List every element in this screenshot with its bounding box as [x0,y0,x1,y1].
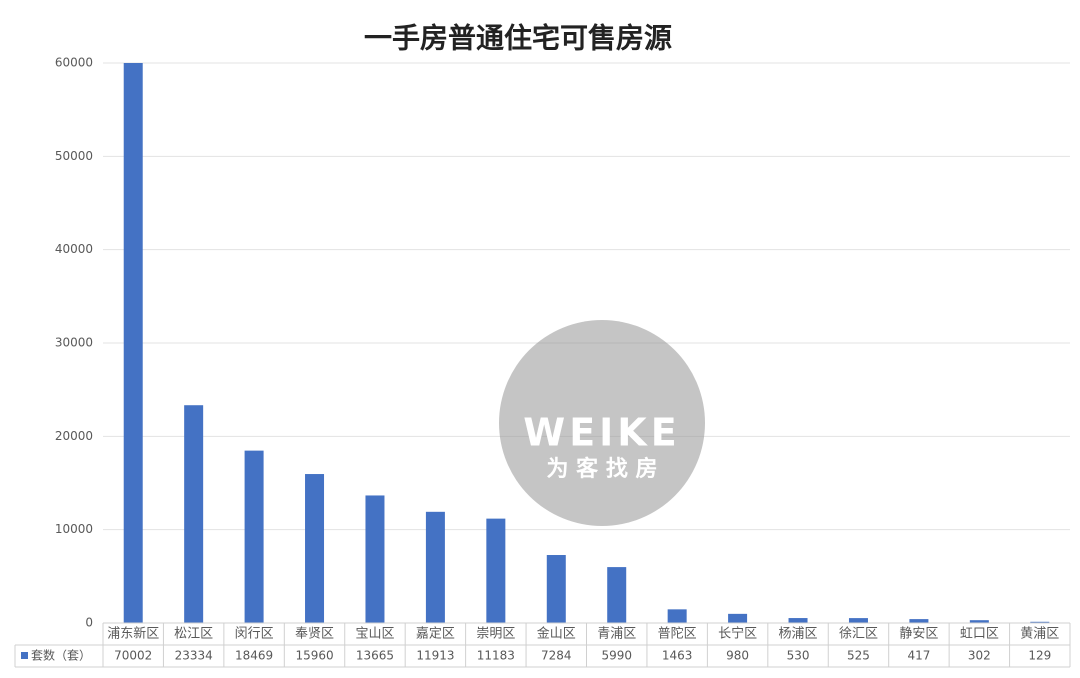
table-value: 15960 [295,649,333,663]
legend-label: 套数（套） [31,648,91,663]
y-tick-label: 30000 [55,336,93,350]
bar [184,405,204,623]
x-tick-label: 宝山区 [355,627,394,642]
x-tick-label: 黄浦区 [1020,627,1059,642]
y-tick-label: 50000 [55,149,93,163]
table-value: 5990 [601,649,632,663]
bar [425,511,445,623]
x-tick-label: 松江区 [174,627,213,642]
table-value: 7284 [541,649,572,663]
bars [123,63,1050,623]
table-value: 18469 [235,649,273,663]
bar [848,618,868,623]
bar [546,555,566,623]
table-value: 23334 [175,649,213,663]
table-value: 417 [907,649,930,663]
x-tick-label: 奉贤区 [295,627,334,642]
x-tick-label: 普陀区 [658,626,697,642]
x-tick-label: 虹口区 [960,627,999,642]
x-tick-label: 静安区 [899,627,938,642]
bar [1030,621,1050,623]
bar [728,613,748,623]
legend-swatch [21,652,28,659]
x-tick-label: 崇明区 [476,627,515,642]
bar [486,518,506,623]
x-tick-label: 嘉定区 [416,627,455,642]
bar [607,567,627,623]
y-tick-label: 40000 [55,242,93,256]
table-value: 11913 [416,649,454,663]
bar [365,495,385,623]
bar [244,450,264,623]
watermark-slogan: 为 客 找 房 [547,456,658,482]
y-tick-label: 20000 [55,429,93,443]
x-tick-label: 闵行区 [235,627,274,642]
bar [788,618,808,623]
x-tick-label: 长宁区 [718,626,757,642]
watermark-circle [499,320,705,526]
y-tick-label: 60000 [55,56,93,70]
table-value: 980 [726,649,749,663]
x-tick-label: 青浦区 [597,627,636,642]
table-value: 11183 [477,649,515,663]
y-tick-label: 0 [85,616,93,630]
table-value: 129 [1028,649,1051,663]
table-value: 13665 [356,649,394,663]
y-tick-label: 10000 [55,522,93,536]
bar [123,63,143,623]
x-tick-label: 徐汇区 [839,627,878,642]
chart-title: 一手房普通住宅可售房源 [364,22,672,55]
bar [667,609,687,623]
x-tick-label: 金山区 [537,626,576,642]
table-value: 70002 [114,649,152,663]
table-value: 1463 [662,649,693,663]
bar [909,619,929,623]
x-tick-label: 浦东新区 [107,626,159,642]
table-value: 525 [847,649,870,663]
table-value: 302 [968,649,991,663]
x-tick-label: 杨浦区 [779,627,818,642]
watermark-brand: WEIKE [523,411,680,455]
bar [305,474,325,623]
table-value: 530 [787,649,810,663]
bar [969,620,989,623]
